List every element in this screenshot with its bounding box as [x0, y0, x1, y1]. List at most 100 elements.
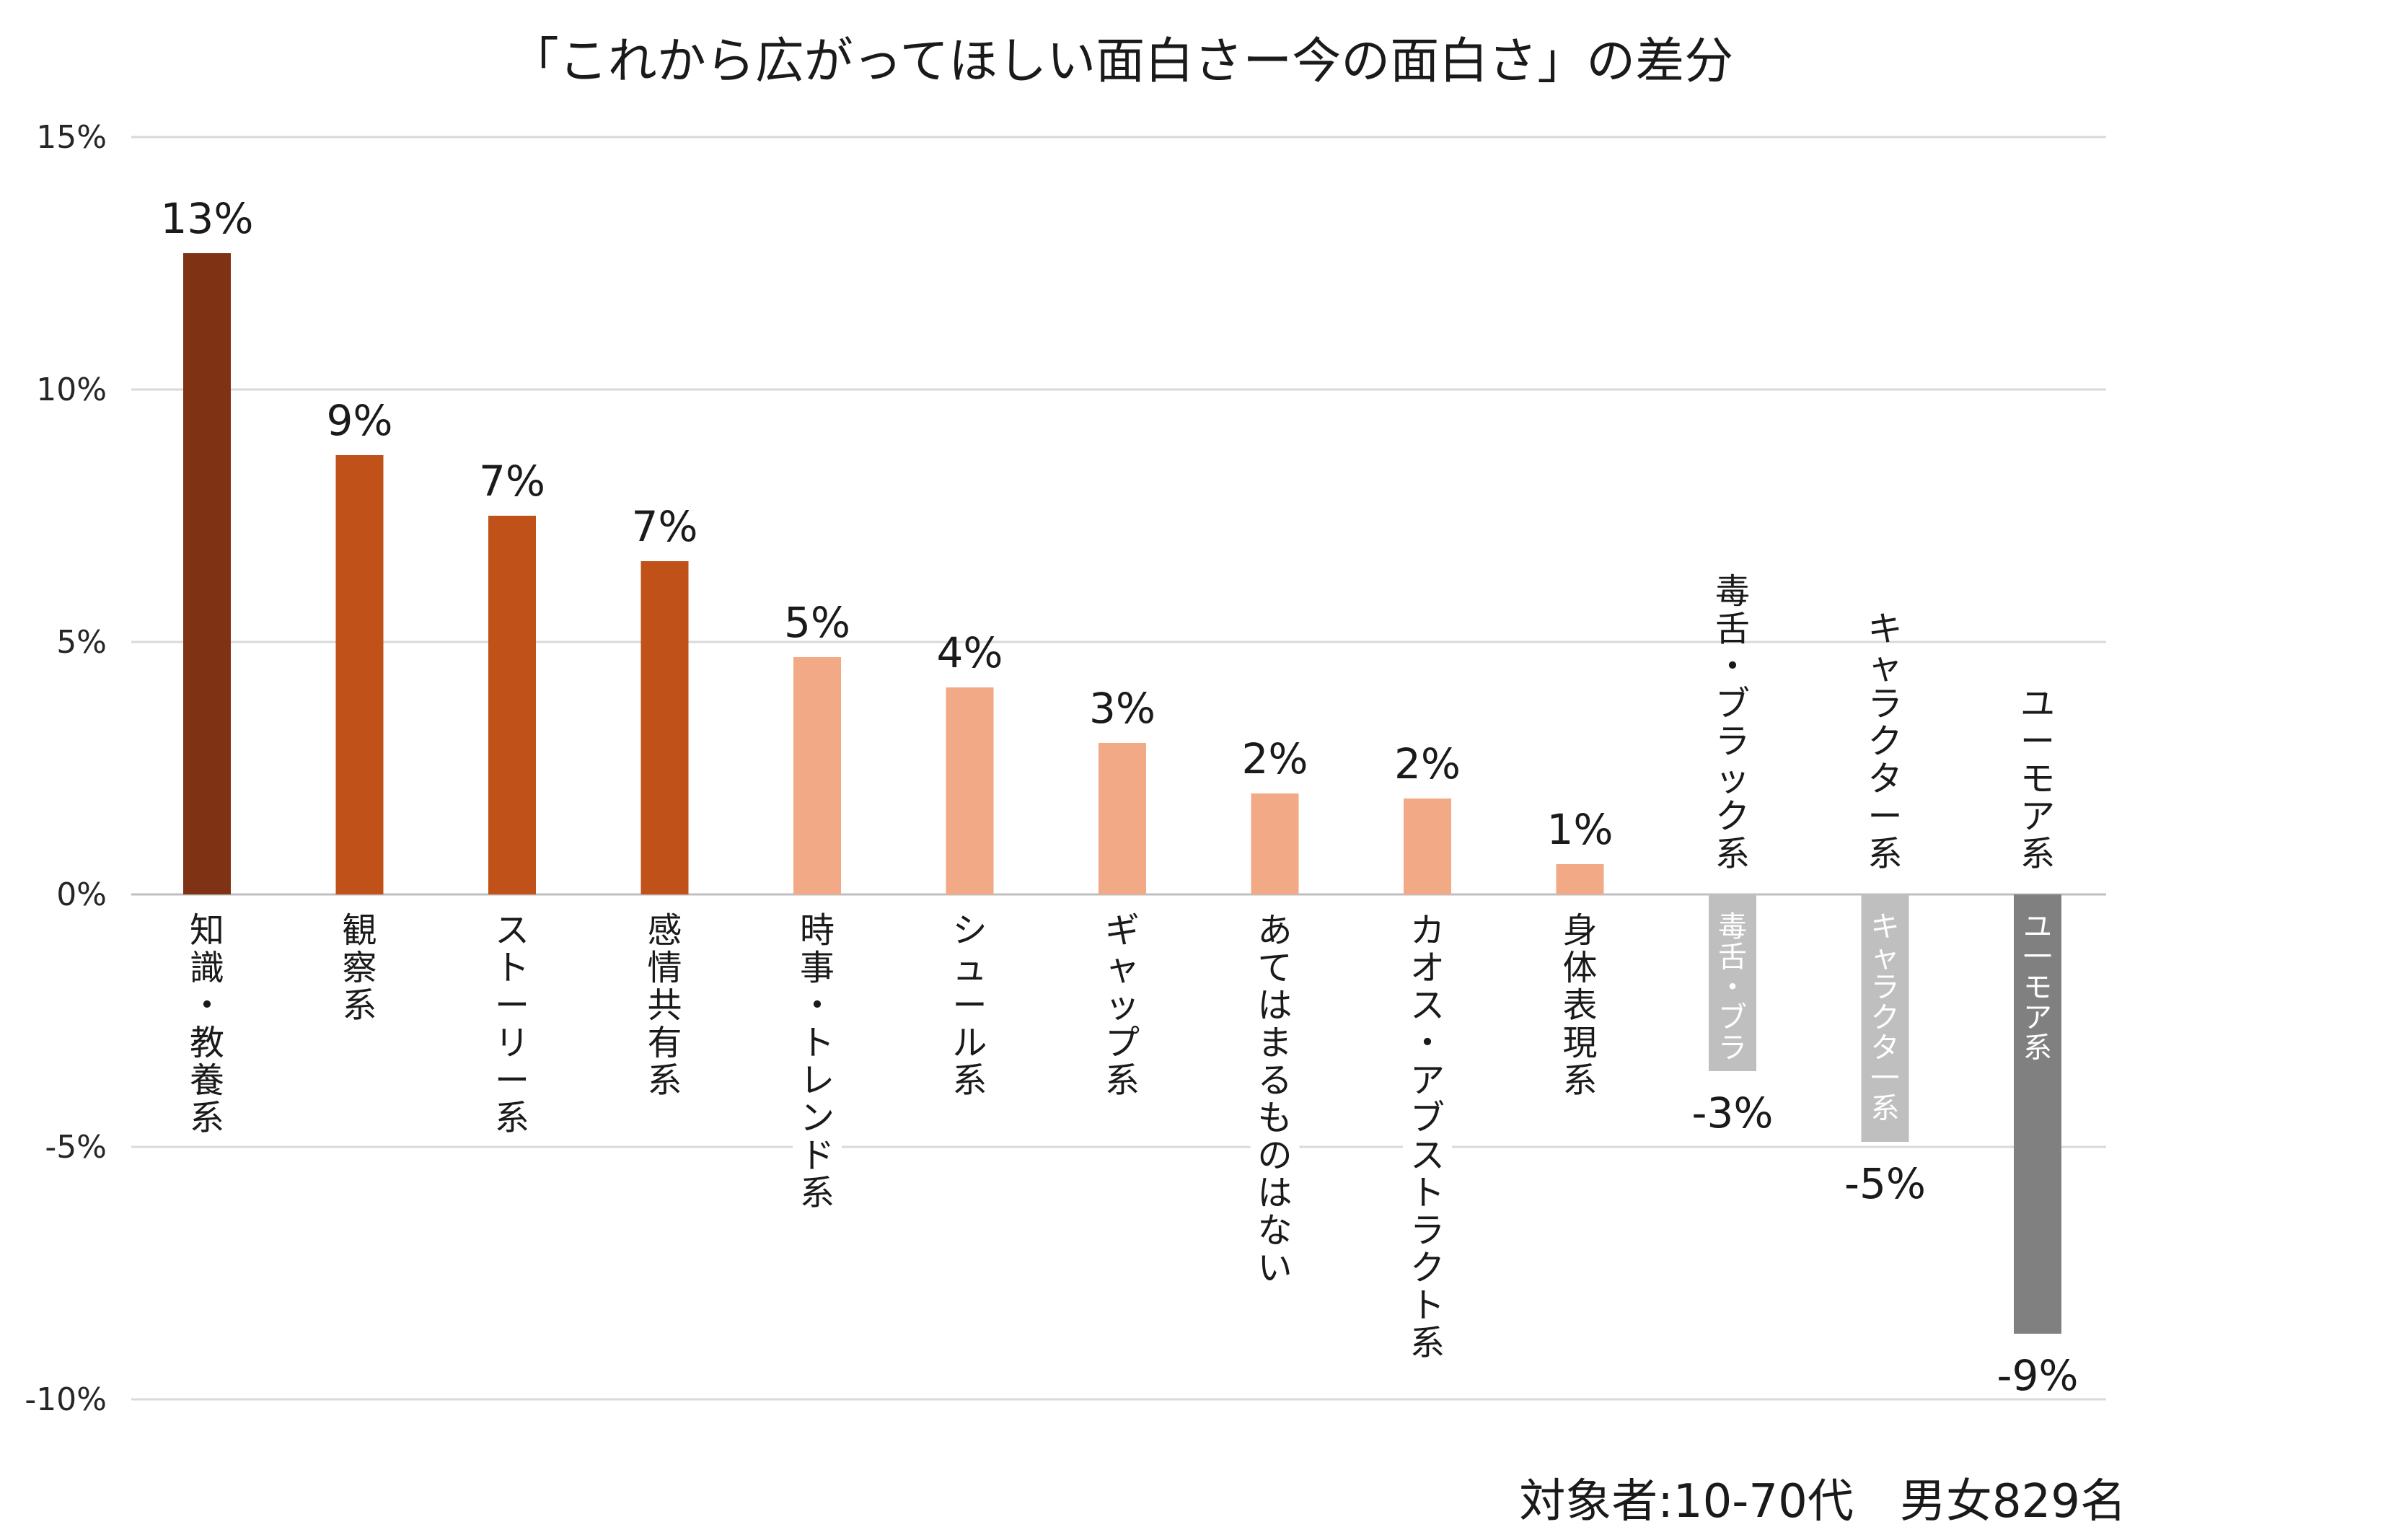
bar	[1556, 864, 1604, 894]
category-label-bg	[1098, 910, 1147, 1105]
category-char: 系	[1410, 1323, 1445, 1363]
category-label-bg	[1403, 910, 1452, 1368]
category-char: ー	[1867, 796, 1902, 837]
category-char: モ	[2023, 971, 2052, 1004]
data-labels: 13% 9% 7% 7% 5% 4% 3% 2% 2% 1% -3% -5% -9%	[161, 194, 2079, 1400]
category-char: タ	[1867, 759, 1902, 799]
y-tick-label: 15%	[36, 119, 107, 156]
category-char: ト	[1410, 1173, 1445, 1213]
category-char: 系	[1871, 1092, 1900, 1125]
data-label: 5%	[784, 598, 850, 647]
bar	[1404, 798, 1451, 894]
category-char: カ	[1410, 910, 1445, 951]
category-char: 舌	[1715, 609, 1750, 649]
data-label: 7%	[631, 502, 697, 551]
category-char: ・	[1718, 971, 1747, 1004]
data-label: 3%	[1089, 684, 1155, 733]
category-char: て	[1257, 948, 1292, 988]
category-char: ・	[800, 985, 835, 1026]
category-char: ー	[2020, 721, 2055, 762]
category-char: ク	[1867, 721, 1902, 762]
category-char: ャ	[1105, 948, 1140, 988]
category-char: リ	[495, 1023, 529, 1063]
category-char: 系	[1715, 834, 1750, 874]
category-char: 観	[342, 910, 377, 951]
category-char: ド	[800, 1135, 835, 1176]
category-char: ス	[495, 910, 529, 951]
data-label: 7%	[479, 457, 545, 506]
category-char: 身	[1562, 910, 1597, 951]
category-char: の	[1257, 1135, 1292, 1176]
category-char: ト	[800, 1023, 835, 1063]
bar	[793, 657, 841, 894]
category-char: 系	[495, 1098, 529, 1138]
data-label: 1%	[1546, 805, 1613, 854]
category-char: ッ	[1105, 985, 1140, 1026]
category-char: レ	[800, 1060, 835, 1101]
category-char: タ	[1871, 1031, 1900, 1065]
category-label-bg	[1555, 910, 1605, 1105]
category-char: ン	[800, 1098, 835, 1138]
category-char: ラ	[1715, 721, 1750, 762]
category-char: ッ	[1715, 759, 1750, 799]
category-char: ュ	[952, 948, 987, 988]
category-char: ト	[1410, 1285, 1445, 1326]
bar	[640, 561, 689, 894]
data-label: -5%	[1844, 1159, 1926, 1208]
bar	[1709, 894, 1756, 1071]
bar	[335, 455, 384, 894]
category-char: ラ	[1871, 971, 1900, 1004]
data-label: 4%	[936, 628, 1003, 677]
y-tick-label: -10%	[25, 1381, 107, 1418]
category-char: 系	[952, 1060, 987, 1101]
category-label-bg	[182, 910, 232, 1143]
category-label: 知識・教養系	[182, 910, 232, 1143]
category-char: 教	[190, 1023, 224, 1063]
category-char: 毒	[1715, 571, 1750, 612]
category-char: ユ	[2020, 684, 2055, 724]
category-char: 現	[1562, 1023, 1597, 1063]
category-label-bg	[1250, 910, 1300, 1293]
category-char: モ	[2020, 759, 2055, 799]
category-label-bg	[640, 910, 690, 1105]
data-label: -3%	[1692, 1088, 1774, 1138]
category-char: ブ	[1715, 684, 1750, 724]
category-char: ま	[1257, 1023, 1292, 1063]
category-char: 養	[190, 1060, 224, 1101]
category-char: 表	[1562, 985, 1597, 1026]
category-char: 舌	[1718, 941, 1747, 974]
bar	[1099, 743, 1146, 894]
category-char: は	[1257, 1173, 1292, 1213]
category-char: ・	[1715, 646, 1750, 687]
category-char: ・	[1410, 1023, 1445, 1063]
category-char: 体	[1562, 948, 1597, 988]
category-char: い	[1257, 1248, 1292, 1288]
category-char: 一	[1871, 1062, 1900, 1095]
category-label-bg	[945, 910, 995, 1105]
category-char: も	[1257, 1098, 1292, 1138]
category-char: 察	[342, 948, 377, 988]
category-char: ブ	[1718, 1001, 1747, 1034]
category-char: ア	[2023, 1001, 2052, 1034]
chart-title: 「これから広がってほしい面白さー今の面白さ」の差分	[510, 33, 1734, 90]
category-char: 有	[647, 1023, 682, 1063]
category-char: 系	[1562, 1060, 1597, 1101]
category-char: 知	[190, 910, 224, 951]
category-char: 毒	[1718, 910, 1747, 943]
category-char: 情	[647, 948, 682, 988]
y-axis-tick-labels: 15% 10% 5% 0% -5% -10%	[25, 119, 107, 1418]
bars	[183, 253, 2061, 1334]
category-char: ー	[495, 985, 529, 1026]
category-char: ル	[952, 1023, 987, 1063]
category-char: ャ	[1867, 646, 1902, 687]
category-char: 一	[2023, 941, 2052, 974]
